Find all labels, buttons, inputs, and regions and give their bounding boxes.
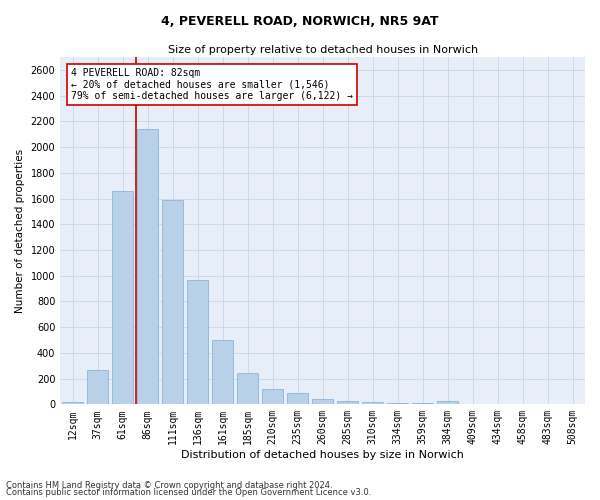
Text: Contains public sector information licensed under the Open Government Licence v3: Contains public sector information licen…: [6, 488, 371, 497]
Bar: [387, 403, 408, 404]
Text: Contains HM Land Registry data © Crown copyright and database right 2024.: Contains HM Land Registry data © Crown c…: [6, 480, 332, 490]
Bar: [237, 374, 258, 404]
Bar: [187, 280, 208, 404]
Bar: [312, 399, 333, 404]
Text: 4, PEVERELL ROAD, NORWICH, NR5 9AT: 4, PEVERELL ROAD, NORWICH, NR5 9AT: [161, 15, 439, 28]
Bar: [162, 200, 183, 404]
Bar: [137, 129, 158, 404]
Bar: [212, 340, 233, 404]
Bar: [437, 401, 458, 404]
Bar: [287, 393, 308, 404]
X-axis label: Distribution of detached houses by size in Norwich: Distribution of detached houses by size …: [181, 450, 464, 460]
Bar: [112, 191, 133, 404]
Title: Size of property relative to detached houses in Norwich: Size of property relative to detached ho…: [167, 45, 478, 55]
Bar: [337, 401, 358, 404]
Text: 4 PEVERELL ROAD: 82sqm
← 20% of detached houses are smaller (1,546)
79% of semi-: 4 PEVERELL ROAD: 82sqm ← 20% of detached…: [71, 68, 353, 101]
Bar: [62, 402, 83, 404]
Y-axis label: Number of detached properties: Number of detached properties: [15, 148, 25, 313]
Bar: [87, 370, 108, 404]
Bar: [362, 402, 383, 404]
Bar: [262, 389, 283, 404]
